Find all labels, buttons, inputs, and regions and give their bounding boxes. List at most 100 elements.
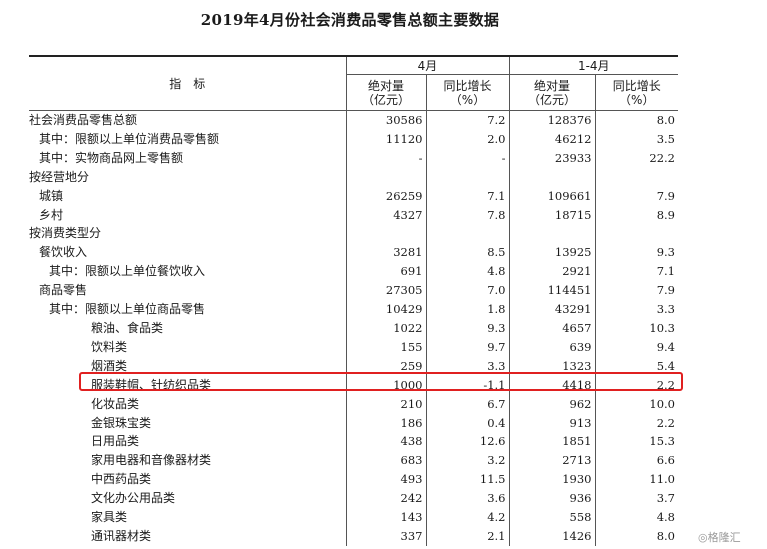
table-row: 化妆品类 210 6.7 962 10.0 bbox=[29, 394, 678, 414]
april-absolute-cell: 26259 bbox=[345, 186, 426, 206]
ytd-yoy-cell: 15.3 bbox=[594, 432, 678, 452]
page-title: 2019年4月份社会消费品零售总额主要数据 bbox=[200, 11, 500, 29]
row-label: 乡村 bbox=[39, 207, 64, 222]
april-absolute-cell: 186 bbox=[345, 413, 426, 433]
table-row: 家用电器和音像器材类 683 3.2 2713 6.6 bbox=[29, 451, 678, 471]
ytd-yoy-cell: 8.0 bbox=[594, 526, 678, 546]
header-april-absolute: 绝对量 （亿元） bbox=[345, 74, 426, 111]
retail-sales-table: 指 标 4月 1-4月 绝对量 （亿元） 同比增长 （%） 绝对量 （亿元） 同… bbox=[29, 55, 678, 546]
ytd-absolute-cell: 4657 bbox=[508, 318, 595, 338]
row-label: 日用品类 bbox=[91, 434, 140, 449]
april-yoy-cell: 9.3 bbox=[425, 318, 509, 338]
row-label: 其中：限额以上单位餐饮收入 bbox=[49, 264, 206, 279]
header-yoy-line1: 同比增长 bbox=[443, 78, 492, 93]
ytd-yoy-cell: 3.7 bbox=[594, 489, 678, 509]
watermark: ◎格隆汇 bbox=[698, 531, 741, 544]
table-row: 文化办公用品类 242 3.6 936 3.7 bbox=[29, 489, 678, 509]
ytd-absolute-cell: 128376 bbox=[508, 110, 595, 130]
ytd-absolute-cell: 2713 bbox=[508, 451, 595, 471]
row-label: 饮料类 bbox=[91, 339, 128, 354]
table-row: 其中：实物商品网上零售额 - -23933 22.2 bbox=[29, 148, 678, 168]
ytd-absolute-cell: 1323 bbox=[508, 356, 595, 376]
april-absolute-cell bbox=[345, 167, 426, 187]
ytd-absolute-cell: 639 bbox=[508, 337, 595, 357]
table-row: 服装鞋帽、针纺织品类 1000 -1.1 4418 2.2 bbox=[29, 375, 678, 395]
ytd-absolute-cell: 913 bbox=[508, 413, 595, 433]
april-yoy-cell bbox=[425, 167, 509, 187]
ytd-absolute-cell bbox=[508, 167, 595, 187]
april-absolute-cell: 691 bbox=[345, 262, 426, 282]
ytd-yoy-cell: 8.0 bbox=[594, 110, 678, 130]
april-yoy-cell: 3.3 bbox=[425, 356, 509, 376]
ytd-absolute-cell: 936 bbox=[508, 489, 595, 509]
header-ytd-absolute: 绝对量 （亿元） bbox=[508, 74, 595, 111]
ytd-absolute-cell: 962 bbox=[508, 394, 595, 414]
ytd-absolute-cell: 4418 bbox=[508, 375, 595, 395]
ytd-absolute-cell: 558 bbox=[508, 508, 595, 527]
row-label: 其中：实物商品网上零售额 bbox=[39, 150, 184, 165]
row-label: 通讯器材类 bbox=[91, 528, 152, 543]
april-yoy-cell: 7.0 bbox=[425, 281, 509, 301]
ytd-absolute-cell: 1851 bbox=[508, 432, 595, 452]
table-row: 中西药品类 493 11.5 1930 11.0 bbox=[29, 470, 678, 490]
table-row: 金银珠宝类 186 0.4 913 2.2 bbox=[29, 413, 678, 433]
april-yoy-cell: - bbox=[425, 148, 509, 168]
ytd-yoy-cell: 3.3 bbox=[594, 300, 678, 319]
april-absolute-cell: 27305 bbox=[345, 281, 426, 301]
ytd-yoy-cell: 5.4 bbox=[594, 356, 678, 376]
april-yoy-cell: 11.5 bbox=[425, 470, 509, 490]
header-abs-line1: 绝对量 bbox=[533, 78, 570, 93]
row-label: 社会消费品零售总额 bbox=[29, 113, 138, 127]
row-label: 金银珠宝类 bbox=[91, 415, 152, 430]
table-row: 城镇 26259 7.1 109661 7.9 bbox=[29, 186, 678, 206]
april-absolute-cell: 1022 bbox=[345, 318, 426, 338]
april-yoy-cell: -1.1 bbox=[425, 375, 509, 395]
row-label: 服装鞋帽、针纺织品类 bbox=[91, 377, 212, 392]
row-label: 中西药品类 bbox=[91, 472, 152, 487]
header-yoy-line2: （%） bbox=[449, 92, 486, 107]
row-label: 其中：限额以上单位消费品零售额 bbox=[39, 131, 220, 146]
row-label: 粮油、食品类 bbox=[91, 320, 164, 335]
header-period-april: 4月 bbox=[345, 56, 509, 75]
header-indicator: 指 标 bbox=[29, 56, 346, 111]
april-yoy-cell: 2.0 bbox=[425, 129, 509, 149]
april-absolute-cell: 683 bbox=[345, 451, 426, 471]
row-label: 按消费类型分 bbox=[29, 226, 102, 241]
header-abs-line1: 绝对量 bbox=[367, 78, 404, 93]
april-absolute-cell: 4327 bbox=[345, 205, 426, 225]
table-row: 烟酒类 259 3.3 1323 5.4 bbox=[29, 356, 678, 376]
table-row: 饮料类 155 9.7 639 9.4 bbox=[29, 337, 678, 357]
ytd-yoy-cell: 9.3 bbox=[594, 243, 678, 263]
table-row: 按经营地分 bbox=[29, 167, 678, 187]
ytd-absolute-cell: 1426 bbox=[508, 526, 595, 546]
ytd-absolute-cell: 46212 bbox=[508, 129, 595, 149]
april-absolute-cell: 438 bbox=[345, 432, 426, 452]
april-absolute-cell: 3281 bbox=[345, 243, 426, 263]
row-label: 商品零售 bbox=[39, 283, 88, 298]
ytd-yoy-cell: 8.9 bbox=[594, 205, 678, 225]
table-row: 粮油、食品类 1022 9.3 4657 10.3 bbox=[29, 318, 678, 338]
april-yoy-cell: 0.4 bbox=[425, 413, 509, 433]
april-absolute-cell: 337 bbox=[345, 526, 426, 546]
april-yoy-cell: 4.8 bbox=[425, 262, 509, 282]
ytd-yoy-cell bbox=[594, 167, 678, 187]
header-yoy-line2: （%） bbox=[619, 92, 655, 107]
april-yoy-cell: 2.1 bbox=[425, 526, 509, 546]
ytd-absolute-cell: 13925 bbox=[508, 243, 595, 263]
row-label: 家具类 bbox=[91, 510, 128, 525]
april-yoy-cell: 7.1 bbox=[425, 186, 509, 206]
april-yoy-cell: 7.2 bbox=[425, 110, 509, 130]
table-row: 社会消费品零售总额 30586 7.2 128376 8.0 bbox=[29, 110, 678, 130]
ytd-yoy-cell: 7.9 bbox=[594, 281, 678, 301]
april-absolute-cell: 155 bbox=[345, 337, 426, 357]
table-row: 按消费类型分 bbox=[29, 224, 678, 244]
april-yoy-cell: 1.8 bbox=[425, 300, 509, 319]
april-yoy-cell: 3.6 bbox=[425, 489, 509, 509]
ytd-yoy-cell: 7.9 bbox=[594, 186, 678, 206]
ytd-absolute-cell: 18715 bbox=[508, 205, 595, 225]
header-abs-line2: （亿元） bbox=[361, 92, 410, 107]
header-april-yoy: 同比增长 （%） bbox=[425, 74, 509, 111]
ytd-yoy-cell: 2.2 bbox=[594, 413, 678, 433]
table-row: 餐饮收入 3281 8.5 13925 9.3 bbox=[29, 243, 678, 263]
april-yoy-cell: 3.2 bbox=[425, 451, 509, 471]
